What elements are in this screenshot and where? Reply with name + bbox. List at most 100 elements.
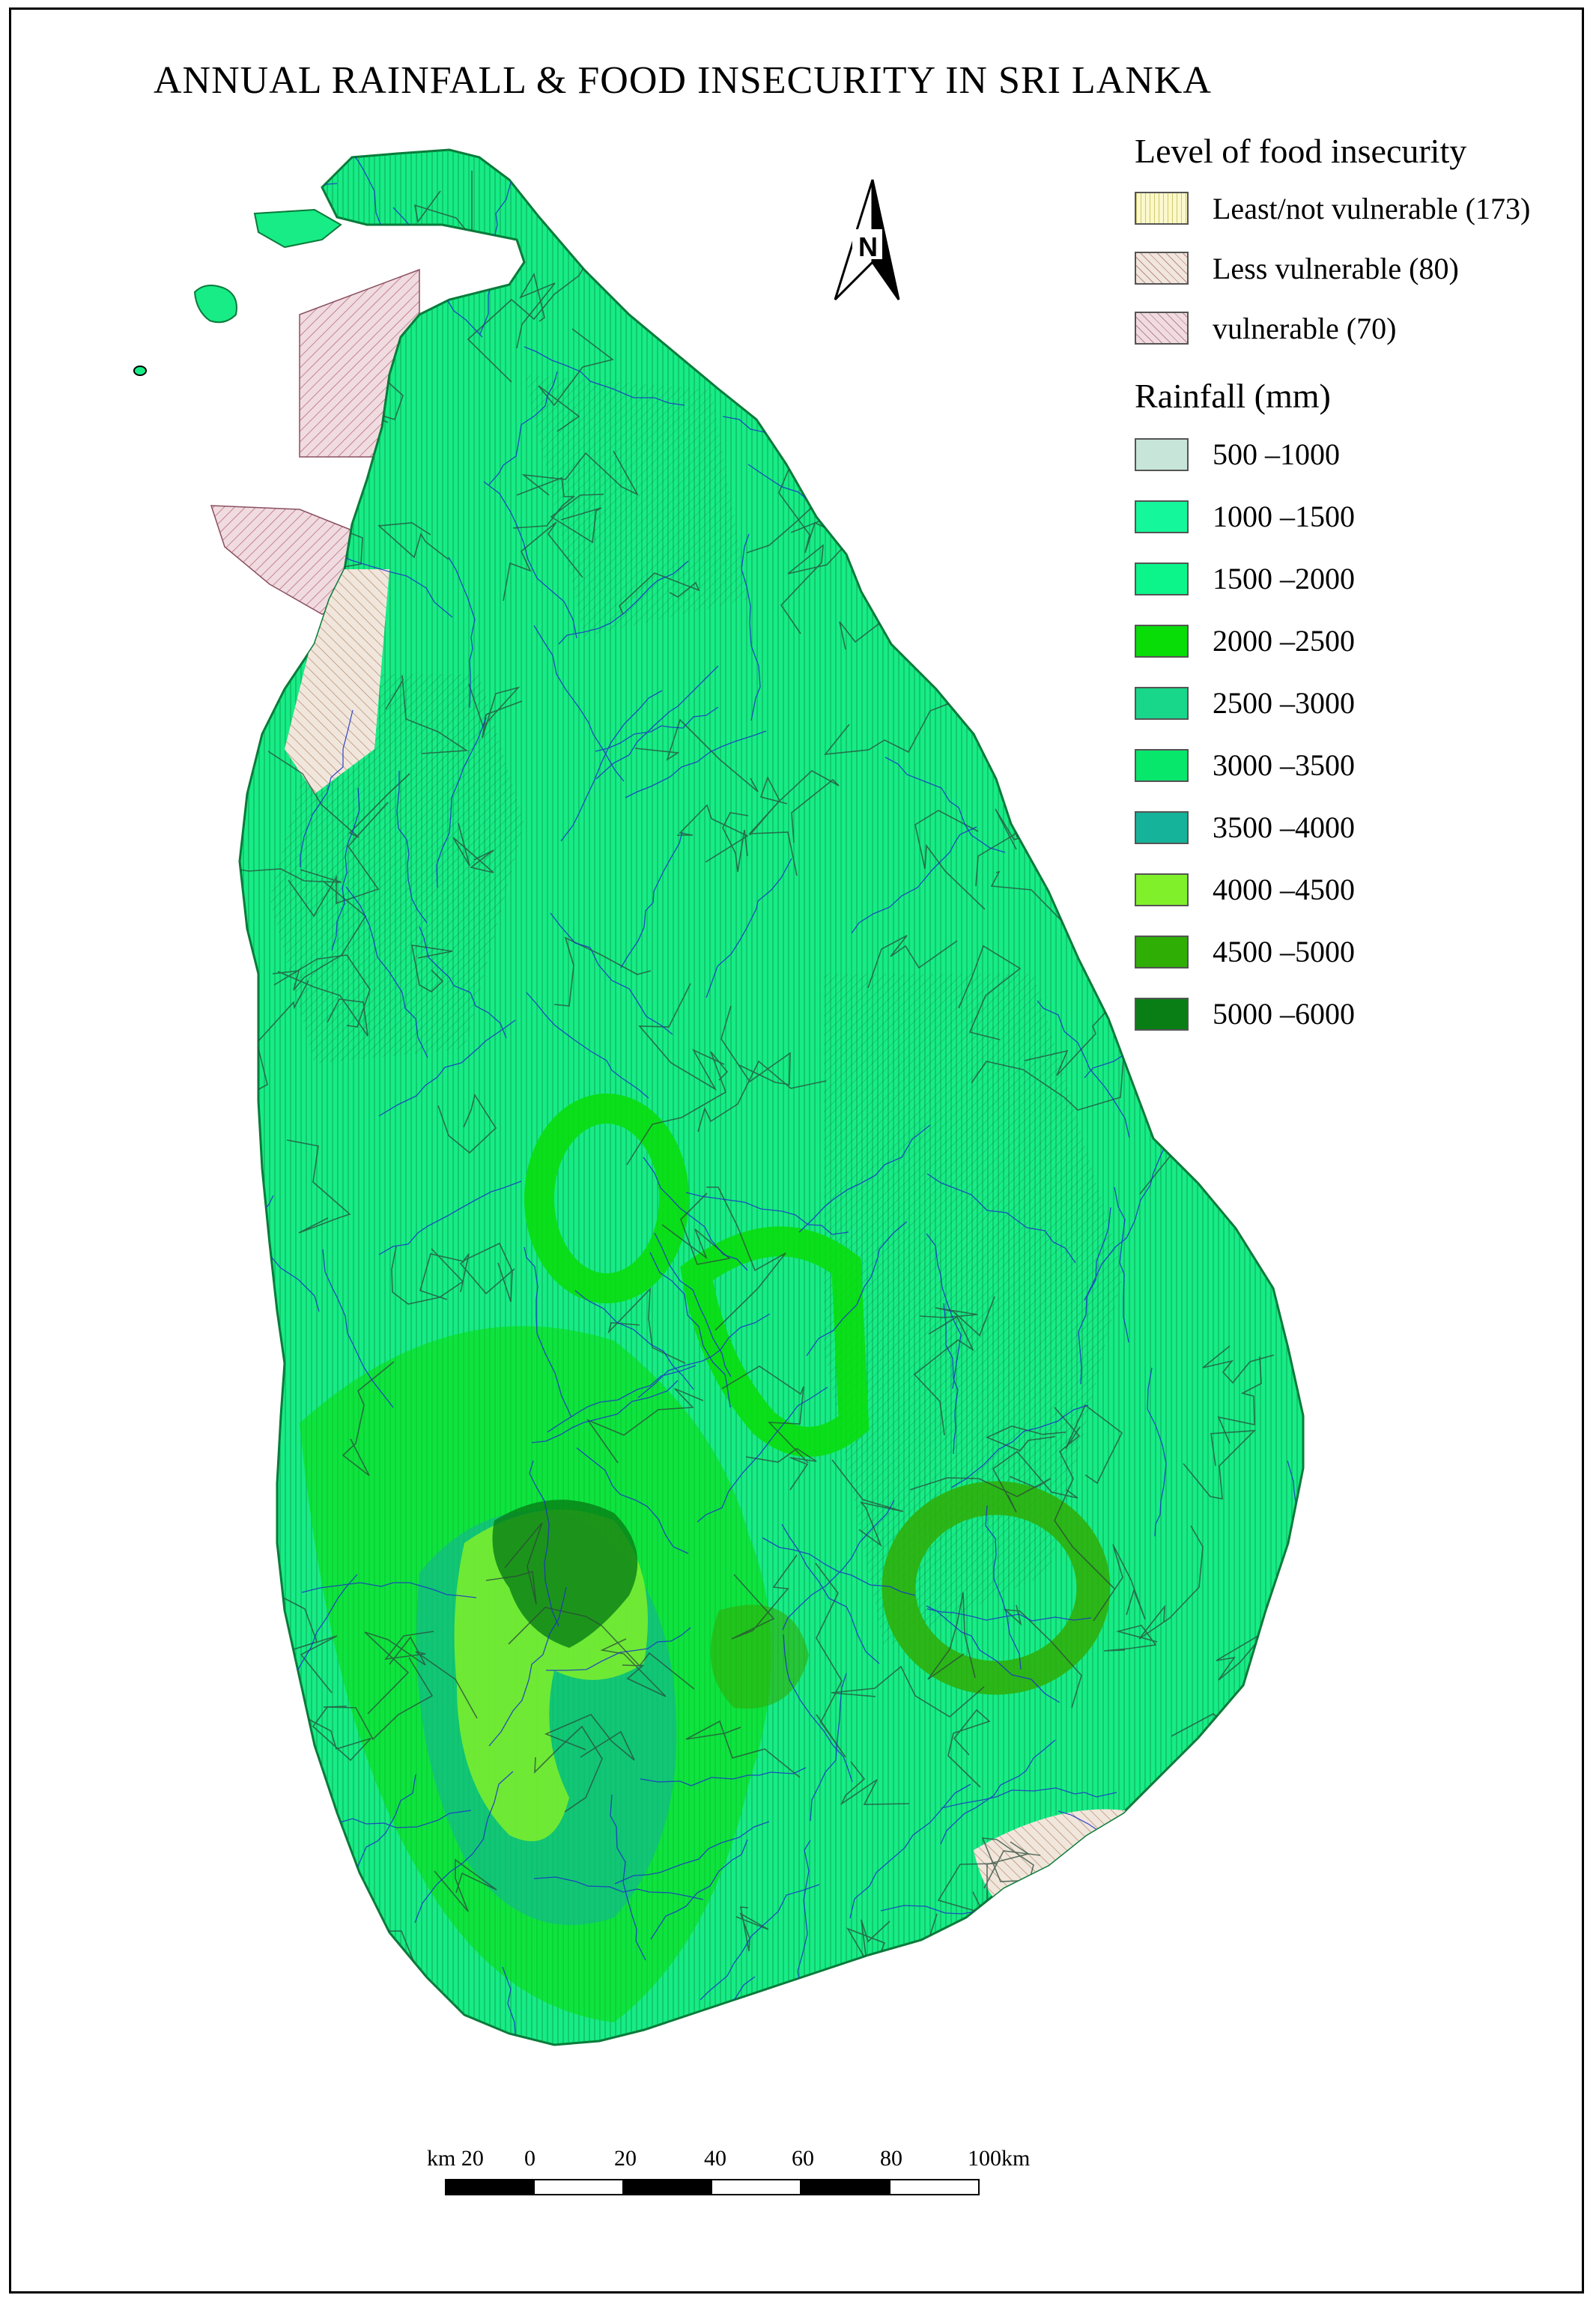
district-boundary (434, 1858, 497, 1912)
river (893, 318, 1038, 403)
river (533, 1876, 704, 1900)
district-boundary (706, 1186, 786, 1331)
food-legend-label: Least/not vulnerable (173) (1213, 191, 1531, 225)
river (654, 1232, 732, 1377)
district-boundary (1003, 1604, 1082, 1709)
river (526, 992, 649, 1099)
rain-legend-label: 5000 –6000 (1213, 997, 1355, 1031)
scale-segment (711, 2179, 801, 2195)
rain-swatch (1135, 437, 1189, 471)
scale-segment (889, 2179, 980, 2195)
food-swatch (1135, 192, 1189, 225)
district-boundary (1171, 1949, 1274, 2022)
river (685, 1192, 849, 1235)
district-boundary (538, 328, 614, 432)
district-boundary (452, 822, 494, 873)
vulnerable-areas (210, 268, 420, 615)
river (700, 1884, 820, 2001)
rain-legend-label: 3000 –3500 (1213, 748, 1355, 782)
district-boundary (323, 1657, 434, 1741)
district-boundary (913, 1315, 974, 1436)
district-boundary (586, 1388, 704, 1464)
river (558, 560, 689, 645)
scale-tick-label: 0 (524, 2146, 535, 2171)
river (670, 1976, 756, 2045)
river (502, 1966, 524, 2045)
river (810, 1673, 847, 1822)
district-boundary (840, 1761, 910, 1806)
district-boundary (267, 751, 410, 838)
scale-tick-label: 60 (792, 2146, 814, 2171)
river (524, 346, 685, 406)
district-boundary (815, 1562, 846, 1758)
scale-segment (622, 2179, 712, 2195)
scale-tick-label: 100km (968, 2146, 1031, 2171)
district-boundary (1054, 1407, 1115, 1589)
river (1114, 1186, 1129, 1343)
district-boundary (867, 935, 958, 989)
river (1084, 1134, 1171, 1301)
river (747, 150, 921, 166)
legend: Level of food insecurity Least/not vulne… (1131, 131, 1580, 1045)
scale-segment (800, 2179, 890, 2195)
river (806, 1221, 908, 1356)
food-insecurity-legend-heading: Level of food insecurity (1135, 132, 1467, 170)
river (488, 1586, 567, 1747)
district-boundary (984, 635, 1028, 740)
rain-legend-label: 1500 –2000 (1213, 562, 1355, 595)
river (614, 1821, 770, 1885)
river (574, 1290, 694, 1390)
river (783, 1634, 853, 1783)
district-boundary (1129, 1890, 1192, 1989)
district-boundary (722, 812, 749, 873)
rain-legend-label: 2500 –3000 (1213, 686, 1355, 720)
district-boundary (971, 1058, 1124, 1111)
district-boundary (831, 1665, 985, 1718)
district-boundary (364, 1631, 426, 1715)
district-boundary (282, 1597, 338, 1694)
rain-swatch (1135, 624, 1189, 658)
rain-swatch (1135, 686, 1189, 720)
river (595, 706, 719, 752)
river (625, 730, 767, 798)
district-boundary (1157, 1935, 1302, 2045)
district-boundary (992, 1450, 1078, 1513)
scale-tick-label: 40 (704, 2146, 726, 2171)
district-boundary (634, 718, 759, 792)
rain-legend-label: 2000 –2500 (1213, 624, 1355, 658)
district-boundary (720, 1005, 791, 1085)
river (781, 1524, 880, 1664)
district-boundary (909, 1476, 1052, 1497)
district-boundary (638, 983, 725, 1091)
district-boundary (1217, 1356, 1262, 1444)
river (322, 1249, 394, 1408)
river (643, 1156, 748, 1271)
rain-swatch (1135, 810, 1189, 844)
district-boundary (512, 476, 576, 529)
river (240, 1764, 292, 1787)
river (378, 1019, 516, 1117)
rain-legend-label: 500 –1000 (1213, 437, 1340, 471)
river (762, 1537, 916, 1596)
food-legend-label: Less vulnerable (80) (1213, 251, 1459, 285)
scale-tick-label: km 20 (427, 2146, 484, 2171)
river (941, 1787, 1117, 1809)
district-boundary (508, 1607, 695, 1690)
river (300, 709, 354, 867)
rain-legend-item: 5000 –6000 (1131, 983, 1580, 1045)
district-boundary (419, 1253, 515, 1300)
district-boundary (411, 945, 453, 992)
district-boundary (1007, 683, 1069, 760)
rain-swatch (1135, 748, 1189, 782)
district-boundary (600, 1638, 667, 1697)
rain-legend-label: 1000 –1500 (1213, 500, 1355, 533)
river (849, 1783, 971, 1919)
river (595, 665, 719, 780)
district-boundary (914, 810, 986, 910)
district-boundary (1138, 1525, 1204, 1640)
scale-tick-label: 80 (880, 2146, 902, 2171)
district-boundary (721, 1365, 809, 1464)
rain-legend-label: 4000 –4500 (1213, 873, 1355, 906)
district-boundary (627, 236, 688, 320)
district-boundary (460, 1242, 513, 1303)
